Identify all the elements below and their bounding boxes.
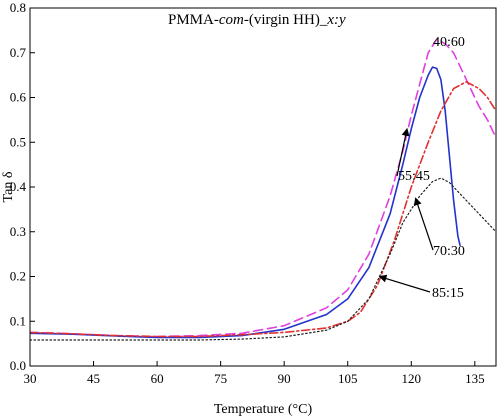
annotation-arrow-85-15	[378, 274, 431, 293]
series-line-55-45	[30, 66, 461, 339]
series-line-70-30	[30, 81, 496, 338]
y-axis-label: Tan δ	[1, 171, 16, 202]
y-tick-label-0-7: 0.7	[10, 45, 27, 60]
annotation-arrow-70-30	[413, 197, 434, 251]
chart-title-part-4: x:y	[326, 12, 346, 28]
series-lines	[30, 38, 496, 341]
axis-ticks: 30 45 60 75 90 105 120 135 0.0 0.1 0.2 0.3 0.4 0.5 0.6…	[10, 0, 485, 386]
chart-title: PMMA-com-(virgin HH)_x:y	[168, 12, 346, 28]
x-tick-label-60: 60	[151, 371, 164, 386]
x-tick-label-105: 105	[338, 371, 358, 386]
annotation-label-85-15: 85:15	[432, 286, 464, 301]
x-tick-label-135: 135	[465, 371, 485, 386]
y-tick-label-0-5: 0.5	[10, 134, 26, 149]
y-tick-label-0-0: 0.0	[10, 358, 26, 373]
annotation-label-55-45: 55:45	[398, 169, 430, 184]
plot-frame	[29, 7, 497, 367]
x-tick-label-45: 45	[87, 371, 100, 386]
y-tick-label-0-1: 0.1	[10, 313, 26, 328]
annotation-label-40-60: 40:60	[433, 35, 465, 50]
y-tick-label-0-6: 0.6	[10, 90, 27, 105]
annotation-label-70-30: 70:30	[433, 244, 465, 259]
chart-title-part-1: PMMA-	[168, 12, 219, 28]
y-tick-label-0-8: 0.8	[10, 0, 26, 15]
annotation-arrow-55-45	[396, 127, 410, 177]
x-axis-label: Temperature (°C)	[214, 402, 313, 417]
y-tick-label-0-3: 0.3	[10, 224, 26, 239]
x-tick-label-90: 90	[278, 371, 291, 386]
series-line-85-15	[30, 177, 496, 341]
x-tick-label-30: 30	[24, 371, 37, 386]
y-tick-label-0-2: 0.2	[10, 269, 26, 284]
chart-title-part-2: com	[219, 12, 244, 28]
x-tick-label-120: 120	[402, 371, 422, 386]
chart-title-part-3: -(virgin HH)_	[244, 12, 328, 28]
y-tick-label-0-4: 0.4	[10, 179, 27, 194]
annotations: 40:60 55:45 70:30 85:15	[378, 35, 465, 301]
x-tick-label-75: 75	[214, 371, 227, 386]
